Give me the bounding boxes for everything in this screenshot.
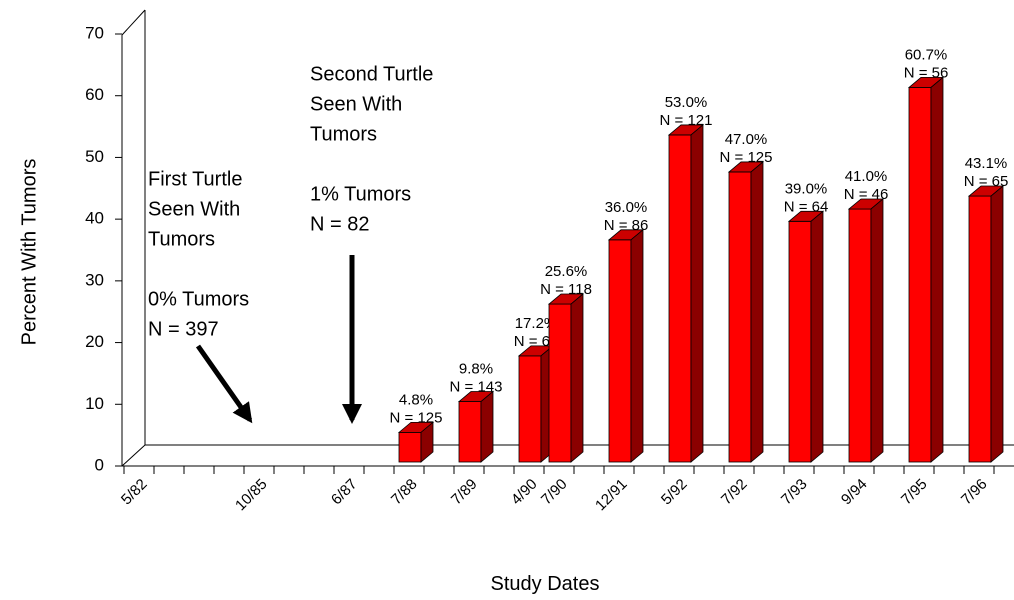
- x-tick-label: 7/93: [778, 476, 811, 509]
- y-tick-label: 70: [85, 23, 104, 42]
- x-tick-label: 6/87: [328, 476, 361, 509]
- annotation: N = 82: [310, 213, 369, 235]
- bar-side: [480, 390, 494, 463]
- x-tick-label: 10/85: [232, 476, 271, 515]
- n-label: N = 64: [784, 198, 829, 215]
- n-label: N = 86: [604, 217, 649, 234]
- bar-side: [990, 185, 1004, 463]
- bar: [788, 220, 812, 463]
- x-tick-label: 7/88: [388, 476, 421, 509]
- bar-side: [810, 210, 824, 463]
- n-label: N = 46: [844, 186, 889, 203]
- bar: [518, 355, 542, 463]
- annotation: First Turtle: [148, 168, 242, 190]
- x-tick-label: 7/95: [898, 476, 931, 509]
- bar-side: [690, 124, 704, 463]
- n-label: N = 125: [720, 149, 773, 166]
- annotation: Tumors: [310, 123, 377, 145]
- x-tick-label: 9/94: [838, 476, 871, 509]
- bar: [668, 134, 692, 463]
- x-tick-label: 5/92: [658, 476, 691, 509]
- data-label: 36.0%: [605, 199, 648, 216]
- data-label: 60.7%: [905, 46, 948, 63]
- data-label: 53.0%: [665, 94, 708, 111]
- y-axis-title: Percent With Tumors: [18, 159, 40, 346]
- x-tick-label: 4/90: [508, 476, 541, 509]
- data-label: 43.1%: [965, 155, 1008, 172]
- n-label: N = 121: [660, 112, 713, 129]
- y-tick-label: 50: [85, 147, 104, 166]
- bar: [458, 401, 482, 463]
- bar: [908, 86, 932, 463]
- n-label: N = 143: [450, 378, 503, 395]
- n-label: N = 118: [540, 281, 592, 298]
- y-tick-label: 30: [85, 270, 104, 289]
- data-label: 4.8%: [399, 391, 433, 408]
- x-tick-label: 7/96: [958, 476, 991, 509]
- bar: [728, 171, 752, 463]
- x-axis-title: Study Dates: [491, 573, 600, 595]
- annotation: Tumors: [148, 228, 215, 250]
- annotation: Seen With: [148, 198, 240, 220]
- data-label: 9.8%: [459, 360, 493, 377]
- y-tick-label: 60: [85, 85, 104, 104]
- bar-side: [870, 198, 884, 463]
- bar: [398, 431, 422, 463]
- y-tick-label: 20: [85, 332, 104, 351]
- x-tick-label: 5/82: [118, 476, 151, 509]
- data-label: 17.2%: [515, 315, 558, 332]
- annotation: 0% Tumors: [148, 288, 249, 310]
- y-tick-label: 10: [85, 394, 104, 413]
- y-tick-label: 40: [85, 209, 104, 228]
- annotation: N = 397: [148, 318, 219, 340]
- y-tick-label: 0: [95, 455, 104, 474]
- floor-depth: [121, 444, 146, 467]
- annotation: Second Turtle: [310, 63, 433, 85]
- n-label: N = 56: [904, 64, 949, 81]
- axis-depth: [121, 9, 146, 36]
- data-label: 25.6%: [545, 263, 588, 280]
- bar-side: [750, 161, 764, 463]
- annotation: 1% Tumors: [310, 183, 411, 205]
- n-label: N = 65: [964, 173, 1009, 190]
- data-label: 39.0%: [785, 180, 828, 197]
- annotation: Seen With: [310, 93, 402, 115]
- bar: [608, 239, 632, 463]
- data-label: 41.0%: [845, 168, 888, 185]
- bar-side: [420, 421, 434, 463]
- bar-side: [570, 293, 584, 463]
- x-tick-label: 12/91: [592, 476, 631, 515]
- x-tick-label: 7/90: [538, 476, 571, 509]
- n-label: N = 125: [390, 409, 443, 426]
- x-tick-label: 7/92: [718, 476, 751, 509]
- data-label: 47.0%: [725, 131, 768, 148]
- bar: [848, 208, 872, 463]
- arrow: [195, 344, 253, 424]
- bar: [968, 195, 992, 463]
- x-tick-label: 7/89: [448, 476, 481, 509]
- bar-side: [630, 228, 644, 463]
- n-label: N = 64: [514, 333, 559, 350]
- bar-side: [930, 76, 944, 463]
- bar: [548, 303, 572, 463]
